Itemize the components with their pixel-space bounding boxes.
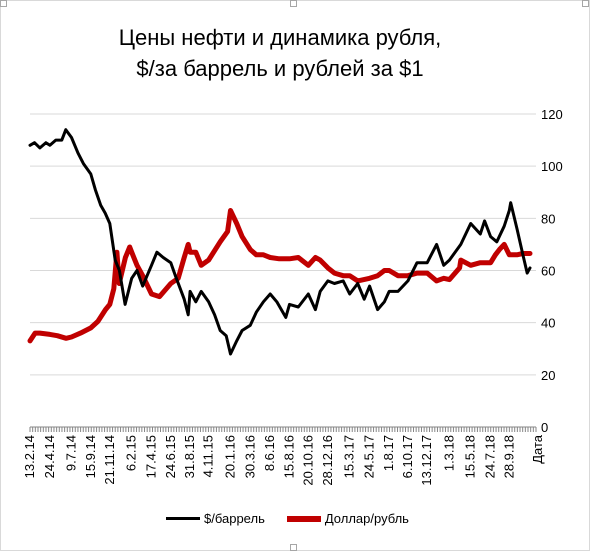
x-axis	[29, 426, 537, 432]
legend-label-ruble: Доллар/рубль	[324, 511, 409, 526]
series-line-oil	[28, 128, 532, 356]
y-tick-label: 0	[541, 420, 548, 435]
x-tick-label: 9.7.14	[63, 435, 78, 471]
x-tick-label: 17.4.15	[144, 435, 159, 478]
resize-handle-top-left[interactable]	[0, 0, 7, 7]
x-tick-label: 20.10.16	[300, 435, 315, 486]
x-tick-label: 31.8.15	[182, 435, 197, 478]
resize-handle-top-right[interactable]	[582, 0, 589, 7]
x-tick-label: 15.3.17	[342, 435, 357, 478]
y-tick-label: 60	[541, 264, 555, 279]
legend-swatch-ruble	[286, 515, 321, 522]
x-tick-label: 6.2.15	[124, 435, 139, 471]
x-tick-label: 24.6.15	[163, 435, 178, 478]
x-tick-label: 24.5.17	[362, 435, 377, 478]
legend-swatch-oil	[166, 517, 200, 520]
x-tick-label: 1.3.18	[441, 435, 456, 471]
y-axis-ticks: 0 20 40 60 80 100 120	[541, 107, 563, 435]
chart-title: Цены нефти и динамика рубля, $/за баррел…	[0, 22, 560, 84]
y-tick-label: 80	[541, 211, 555, 226]
x-tick-label: 13.2.14	[22, 435, 37, 478]
x-tick-label: 24.4.14	[42, 435, 57, 478]
x-tick-label: 13.12.17	[419, 435, 434, 486]
y-tick-label: 100	[541, 159, 563, 174]
series-line-ruble	[27, 208, 533, 344]
x-tick-label: 4.11.15	[201, 435, 216, 477]
legend-item-ruble: Доллар/рубль	[286, 511, 409, 526]
y-tick-label: 20	[541, 368, 555, 383]
x-tick-label: 15.9.14	[83, 435, 98, 478]
x-tick-label: 28.9.18	[501, 435, 516, 478]
legend: $/баррель Доллар/рубль	[166, 511, 431, 526]
x-tick-label: 15.8.16	[282, 435, 297, 478]
x-tick-label: 21.11.14	[102, 435, 117, 485]
x-axis-label: Дата	[530, 434, 545, 464]
x-tick-label: 24.7.18	[483, 435, 498, 478]
resize-handle-bottom-center[interactable]	[290, 544, 297, 551]
x-tick-label: 20.1.16	[222, 435, 237, 478]
y-tick-label: 40	[541, 316, 555, 331]
x-axis-ticks: 13.2.14 24.4.14 9.7.14 15.9.14 21.11.14 6.2.1…	[22, 435, 516, 486]
x-tick-label: 6.10.17	[400, 435, 415, 478]
x-tick-label: 30.3.16	[242, 435, 257, 478]
chart-title-line-1: Цены нефти и динамика рубля,	[118, 25, 442, 50]
x-tick-label: 28.12.16	[320, 435, 335, 486]
series-lines	[27, 128, 533, 356]
x-tick-label: 1.8.17	[381, 435, 396, 471]
x-tick-label: 8.6.16	[262, 435, 277, 471]
chart-title-line-2: $/за баррель и рублей за $1	[136, 56, 424, 81]
resize-handle-top-center[interactable]	[290, 0, 297, 7]
x-tick-label: 15.5.18	[463, 435, 478, 478]
legend-item-oil: $/баррель	[166, 511, 265, 526]
y-tick-label: 120	[541, 107, 563, 122]
legend-label-oil: $/баррель	[204, 511, 265, 526]
